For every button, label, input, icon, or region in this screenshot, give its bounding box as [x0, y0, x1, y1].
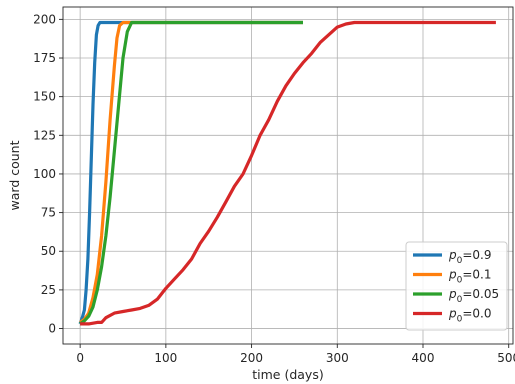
legend-label-base: p [448, 307, 457, 321]
y-tick-label: 150 [33, 90, 56, 104]
plot-frame [62, 6, 514, 345]
legend-label-base: p [448, 287, 457, 301]
x-tick-label: 300 [326, 351, 349, 365]
legend-label-sub: 0 [457, 276, 463, 286]
y-tick-label: 0 [48, 322, 56, 336]
legend-label-3: p0=0.0 [448, 307, 492, 325]
legend-label-sub: 0 [457, 295, 463, 305]
x-tick-label: 500 [497, 351, 515, 365]
series-line-2 [79, 20, 303, 326]
y-tick-label: 125 [33, 128, 56, 142]
legend-label-value: =0.05 [462, 287, 499, 301]
y-tick-label: 175 [33, 51, 56, 65]
y-tick-label: 75 [41, 206, 56, 220]
y-axis-label: ward count [7, 140, 22, 210]
y-tick-label: 200 [33, 12, 56, 26]
legend-label-1: p0=0.1 [448, 268, 492, 286]
series-line-0 [78, 20, 303, 325]
legend-label-base: p [448, 248, 457, 262]
axis-ticks: 0 100 200 300 400 500 0 25 50 75 100 125 150 175 200 [33, 12, 515, 365]
legend-label-value: =0.1 [462, 268, 491, 282]
x-tick-label: 100 [154, 351, 177, 365]
legend-label-sub: 0 [457, 315, 463, 325]
legend-label-0: p0=0.9 [448, 248, 492, 266]
legend-label-sub: 0 [457, 256, 463, 266]
legend-label-2: p0=0.05 [448, 287, 499, 305]
y-tick-label: 100 [33, 167, 56, 181]
legend-label-base: p [448, 268, 457, 282]
legend-box [405, 241, 508, 331]
series-line-3 [80, 20, 496, 326]
x-tick-label: 200 [240, 351, 263, 365]
y-tick-label: 25 [41, 283, 56, 297]
grid-lines [63, 7, 513, 344]
x-tick-label: 0 [76, 351, 84, 365]
series-lines [78, 20, 496, 326]
x-axis-label: time (days) [252, 367, 323, 382]
legend-label-value: =0.9 [462, 248, 491, 262]
y-tick-label: 50 [41, 244, 56, 258]
legend-label-value: =0.0 [462, 307, 491, 321]
x-tick-label: 400 [412, 351, 435, 365]
